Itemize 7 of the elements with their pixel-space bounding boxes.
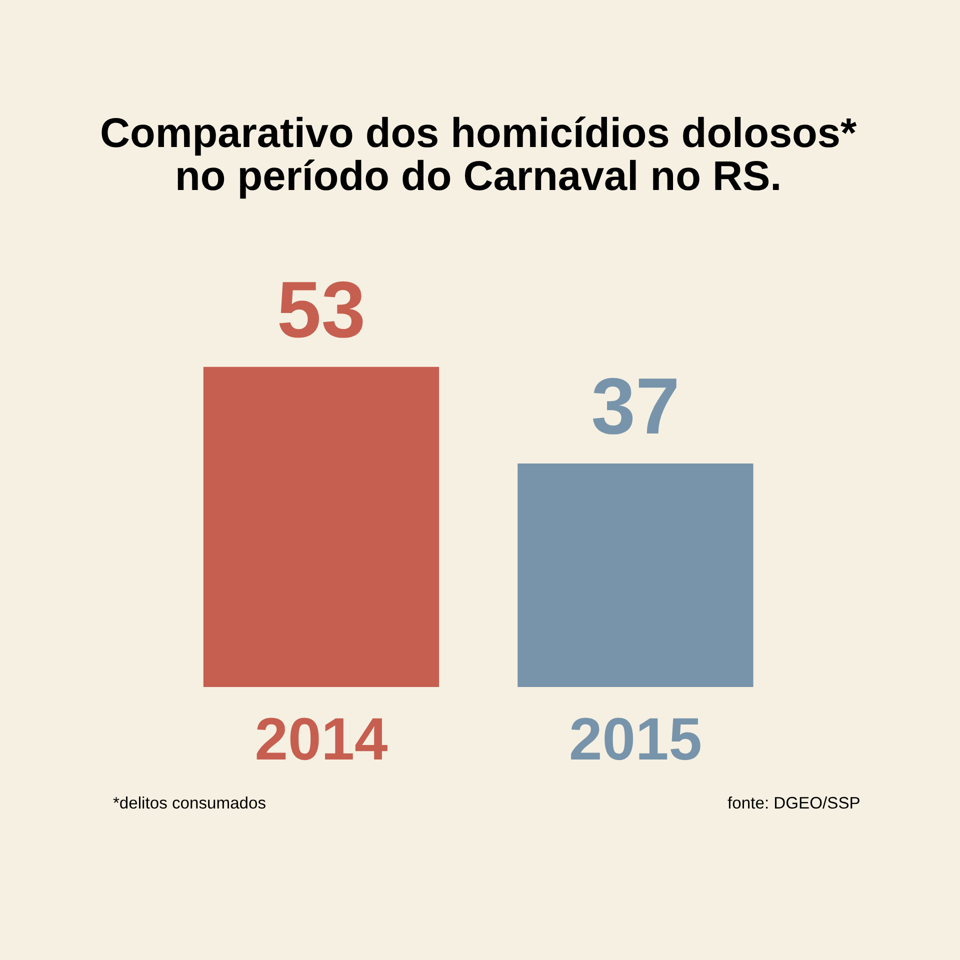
data-label: 53: [276, 265, 366, 354]
data-label: 37: [591, 362, 680, 451]
x-tick-label: 2015: [568, 705, 702, 772]
x-tick-label: 2014: [254, 705, 388, 772]
chart-title: Comparativo dos homicídios dolosos* no período do Carnaval no RS.: [100, 108, 858, 200]
source-note: fonte: DGEO/SSP: [728, 793, 860, 812]
text: *delitos consumados: [112, 793, 266, 812]
